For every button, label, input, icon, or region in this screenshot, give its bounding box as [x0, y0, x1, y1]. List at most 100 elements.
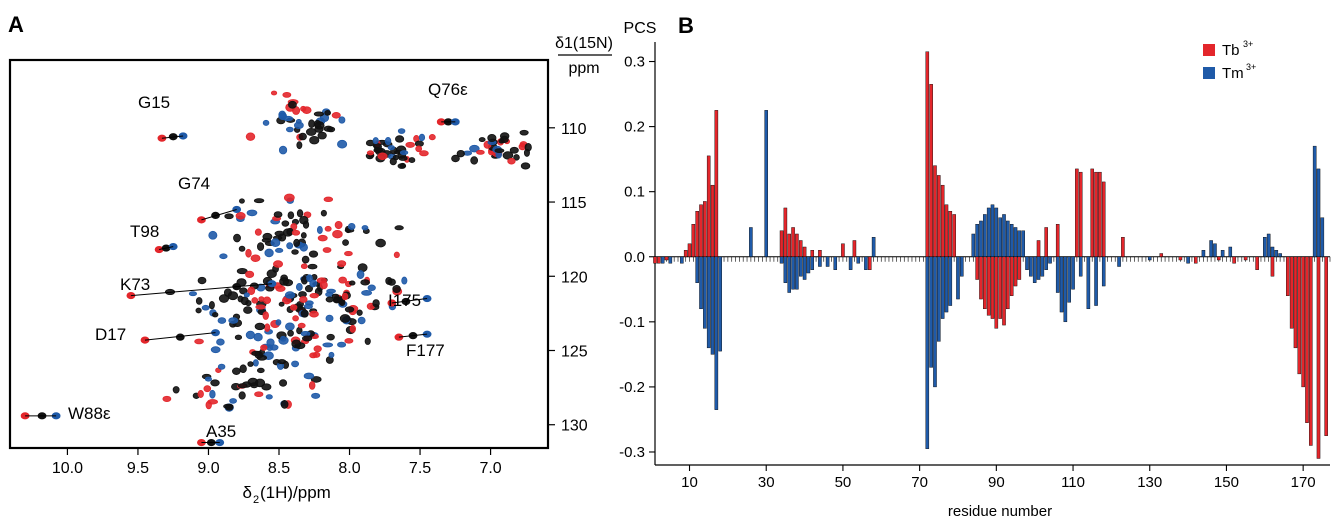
spectrum-peak	[395, 135, 405, 143]
pcs-bar-tm	[1101, 256, 1106, 287]
spectrum-peak	[399, 150, 409, 156]
spectrum-peak	[331, 112, 341, 119]
pcs-bar-tm	[1228, 246, 1233, 257]
spectrum-peak	[188, 291, 197, 297]
spectrum-peak	[239, 198, 245, 204]
spectrum-peak	[366, 150, 375, 156]
spectrum-peak	[297, 322, 306, 329]
pcs-bar-tb	[703, 201, 707, 257]
spectrum-peak	[322, 342, 334, 348]
pcs-bar-tm	[1266, 233, 1271, 257]
pcs-bar-tb	[983, 256, 987, 310]
pcs-bar-tb	[1006, 256, 1010, 310]
pcs-bar-tb	[1243, 256, 1248, 261]
spectrum-peak	[456, 149, 465, 158]
pcs-connector-lines	[25, 121, 456, 444]
pcs-bar-tm	[944, 256, 949, 313]
spectrum-peak	[393, 251, 400, 259]
spectrum-peak	[364, 337, 371, 345]
pcs-bar-tm	[1036, 256, 1041, 280]
spectrum-peak	[247, 286, 256, 295]
spectrum-peak	[344, 306, 355, 313]
spectrum-peak	[261, 383, 272, 391]
pcs-bar-tm	[802, 256, 807, 280]
spectrum-peak	[233, 233, 241, 243]
pcs-bar-tb	[929, 84, 933, 257]
spectrum-peak	[245, 270, 255, 279]
spectrum-peak	[291, 229, 301, 236]
pcs-bar-tm	[948, 256, 953, 306]
pcs-bar-tb	[683, 250, 688, 257]
pcs-bar-tb	[1324, 256, 1328, 436]
spectrum-peak	[245, 330, 256, 340]
pcs-bar-tm	[929, 256, 933, 368]
pcs-bar-tm	[1147, 256, 1152, 261]
spectrum-peak	[419, 150, 429, 157]
spectrum-peak	[293, 238, 301, 247]
pcs-bar-tb	[779, 230, 784, 257]
pcs-bar-tm	[798, 256, 803, 277]
peak-clusters	[162, 90, 532, 412]
spectrum-peak	[500, 135, 509, 144]
pcs-bar-tb	[706, 155, 711, 257]
peak-label: D17	[95, 325, 126, 344]
pcs-bar-tm	[1220, 250, 1225, 257]
spectrum-peak	[301, 255, 310, 264]
spectrum-peak	[509, 146, 519, 154]
pcs-bar-tm	[1006, 220, 1010, 257]
spectrum-peak	[219, 253, 228, 260]
pcs-bar-tm	[699, 256, 703, 310]
spectrum-peak	[311, 392, 321, 399]
pcs-bar-tm	[1013, 227, 1018, 257]
spectrum-peak	[337, 341, 347, 348]
pcs-bar-tb	[990, 256, 995, 319]
spectrum-y-label-top: δ1(15N)	[555, 35, 613, 52]
spectrum-peak	[308, 250, 319, 258]
spectrum-peak	[304, 285, 313, 293]
pcs-bar-tm	[1186, 256, 1190, 264]
pcs-x-label: residue number	[948, 503, 1052, 520]
pcs-bar-tb	[1217, 256, 1221, 261]
pcs-bar-tb	[1297, 256, 1302, 375]
spectrum-peak	[292, 315, 299, 322]
pcs-bar-tm	[1032, 256, 1037, 283]
spectrum-peak	[245, 132, 256, 141]
pcs-bar-tm	[1263, 237, 1267, 257]
spectrum-peak	[309, 293, 320, 299]
pcs-x-tick-label: 90	[988, 474, 1005, 491]
spectrum-y-tick-label: 110	[561, 121, 587, 138]
pcs-bar-tb	[1293, 256, 1298, 349]
spectrum-peak	[303, 303, 313, 310]
spectrum-peak	[323, 196, 334, 203]
spectrum-y-tick-label: 125	[561, 344, 588, 361]
pcs-x-tick-label: 50	[835, 474, 852, 491]
spectrum-peak	[300, 105, 307, 112]
pcs-bar-tm	[1094, 256, 1098, 306]
pcs-bar-tb	[937, 175, 941, 257]
spectrum-peak	[255, 304, 266, 310]
spectrum-peak	[254, 350, 263, 359]
spectrum-peak	[208, 301, 215, 310]
pcs-bar-tb	[1232, 256, 1236, 264]
spectrum-peak	[384, 136, 392, 146]
panel-b-label: B	[678, 13, 694, 38]
spectrum-peak	[302, 220, 310, 229]
pcs-bar-tm	[1086, 256, 1091, 310]
spectrum-peak	[285, 126, 294, 133]
spectrum-peak	[235, 212, 246, 220]
spectrum-peak	[216, 338, 225, 346]
panel-a-label: A	[8, 12, 24, 37]
spectrum-x-label-main: δ	[243, 483, 252, 502]
pcs-y-tick-label: -0.1	[619, 314, 645, 331]
pcs-bar-tb	[1075, 168, 1079, 257]
spectrum-peak	[344, 251, 353, 257]
spectrum-peak	[250, 254, 261, 262]
pcs-bar-tb	[795, 233, 799, 257]
spectrum-peak	[232, 367, 241, 375]
pcs-x-tick-label: 10	[681, 474, 698, 491]
spectrum-peak	[296, 141, 303, 150]
spectrum-peak	[470, 156, 479, 165]
spectrum-peak	[291, 360, 300, 368]
pcs-bar-tb	[1036, 240, 1041, 257]
spectrum-peak	[256, 367, 265, 374]
